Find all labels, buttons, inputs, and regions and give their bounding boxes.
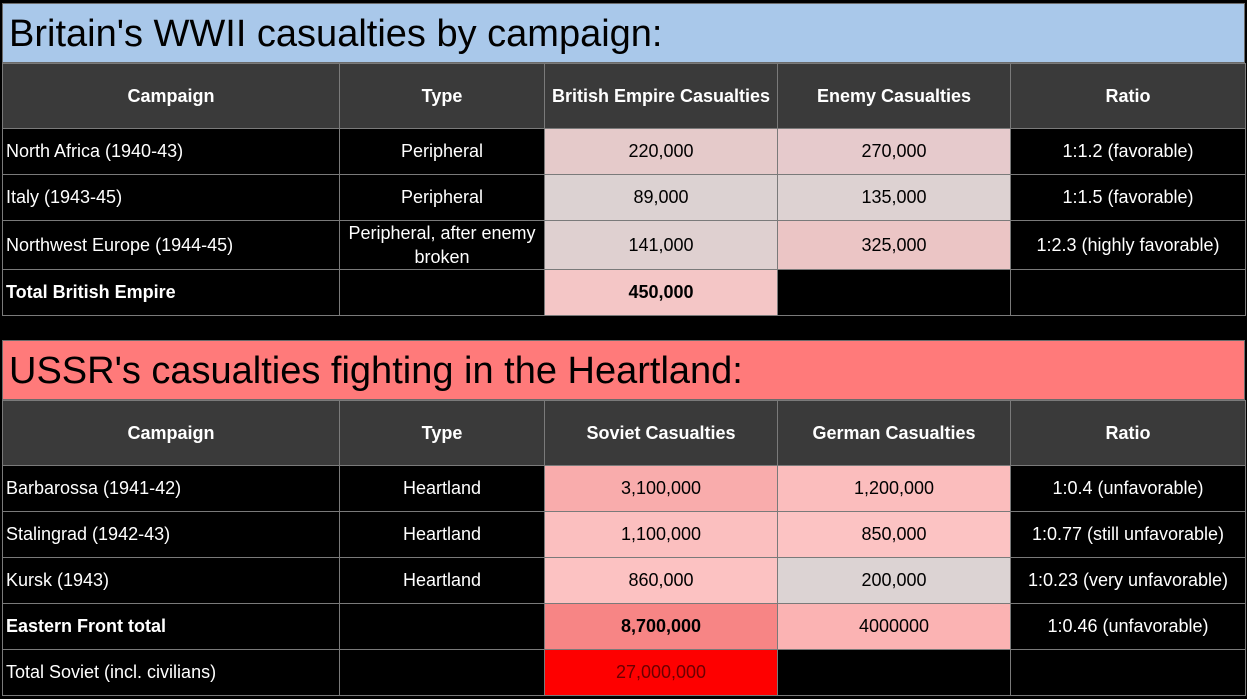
total-enemy-casualties: 4000000: [777, 603, 1011, 650]
total-own-casualties: 8,700,000: [544, 603, 778, 650]
type-cell: Peripheral: [339, 174, 545, 221]
table-row: Italy (1943-45) Peripheral 89,000 135,00…: [2, 174, 1246, 221]
enemy-casualties-cell: 850,000: [777, 511, 1011, 558]
type-cell: Heartland: [339, 511, 545, 558]
ratio-cell: 1:2.3 (highly favorable): [1010, 220, 1246, 270]
britain-table: Campaign Type British Empire Casualties …: [2, 63, 1246, 316]
type-cell: Heartland: [339, 557, 545, 604]
header-campaign: Campaign: [2, 63, 340, 129]
ussr-header-row: Campaign Type Soviet Casualties German C…: [2, 400, 1246, 466]
type-cell: Peripheral: [339, 128, 545, 175]
type-cell: Peripheral, after enemy broken: [339, 220, 545, 270]
empty-cell: [1010, 649, 1246, 696]
total-row: Eastern Front total 8,700,000 4000000 1:…: [2, 603, 1246, 650]
grand-total-label: Total Soviet (incl. civilians): [2, 649, 340, 696]
enemy-casualties-cell: 270,000: [777, 128, 1011, 175]
table-row: Stalingrad (1942-43) Heartland 1,100,000…: [2, 511, 1246, 558]
own-casualties-cell: 141,000: [544, 220, 778, 270]
ussr-title: USSR's casualties fighting in the Heartl…: [2, 340, 1245, 400]
total-row: Total British Empire 450,000: [2, 269, 1246, 316]
empty-cell: [339, 649, 545, 696]
enemy-casualties-cell: 1,200,000: [777, 465, 1011, 512]
empty-cell: [1010, 269, 1246, 316]
campaign-cell: Barbarossa (1941-42): [2, 465, 340, 512]
own-casualties-cell: 89,000: [544, 174, 778, 221]
campaign-cell: North Africa (1940-43): [2, 128, 340, 175]
campaign-cell: Northwest Europe (1944-45): [2, 220, 340, 270]
header-type: Type: [339, 63, 545, 129]
header-ratio: Ratio: [1010, 63, 1246, 129]
ussr-section: USSR's casualties fighting in the Heartl…: [2, 340, 1246, 696]
table-row: Kursk (1943) Heartland 860,000 200,000 1…: [2, 557, 1246, 604]
header-type: Type: [339, 400, 545, 466]
britain-header-row: Campaign Type British Empire Casualties …: [2, 63, 1246, 129]
ratio-cell: 1:0.23 (very unfavorable): [1010, 557, 1246, 604]
type-cell: Heartland: [339, 465, 545, 512]
ratio-cell: 1:0.77 (still unfavorable): [1010, 511, 1246, 558]
grand-total-own-casualties: 27,000,000: [544, 649, 778, 696]
ratio-cell: 1:0.46 (unfavorable): [1010, 603, 1246, 650]
ratio-cell: 1:0.4 (unfavorable): [1010, 465, 1246, 512]
empty-cell: [339, 603, 545, 650]
own-casualties-cell: 220,000: [544, 128, 778, 175]
header-ratio: Ratio: [1010, 400, 1246, 466]
header-enemy-casualties: German Casualties: [777, 400, 1011, 466]
empty-cell: [777, 649, 1011, 696]
britain-section: Britain's WWII casualties by campaign: C…: [2, 3, 1246, 316]
empty-cell: [339, 269, 545, 316]
empty-cell: [777, 269, 1011, 316]
enemy-casualties-cell: 135,000: [777, 174, 1011, 221]
table-row: Northwest Europe (1944-45) Peripheral, a…: [2, 220, 1246, 270]
ratio-cell: 1:1.2 (favorable): [1010, 128, 1246, 175]
own-casualties-cell: 1,100,000: [544, 511, 778, 558]
total-label: Eastern Front total: [2, 603, 340, 650]
own-casualties-cell: 860,000: [544, 557, 778, 604]
table-row: North Africa (1940-43) Peripheral 220,00…: [2, 128, 1246, 175]
enemy-casualties-cell: 200,000: [777, 557, 1011, 604]
grand-total-row: Total Soviet (incl. civilians) 27,000,00…: [2, 649, 1246, 696]
own-casualties-cell: 3,100,000: [544, 465, 778, 512]
ratio-cell: 1:1.5 (favorable): [1010, 174, 1246, 221]
britain-title: Britain's WWII casualties by campaign:: [2, 3, 1245, 63]
total-own-casualties: 450,000: [544, 269, 778, 316]
ussr-table: Campaign Type Soviet Casualties German C…: [2, 400, 1246, 696]
table-row: Barbarossa (1941-42) Heartland 3,100,000…: [2, 465, 1246, 512]
total-label: Total British Empire: [2, 269, 340, 316]
header-own-casualties: Soviet Casualties: [544, 400, 778, 466]
header-campaign: Campaign: [2, 400, 340, 466]
header-own-casualties: British Empire Casualties: [544, 63, 778, 129]
header-enemy-casualties: Enemy Casualties: [777, 63, 1011, 129]
campaign-cell: Kursk (1943): [2, 557, 340, 604]
campaign-cell: Stalingrad (1942-43): [2, 511, 340, 558]
enemy-casualties-cell: 325,000: [777, 220, 1011, 270]
campaign-cell: Italy (1943-45): [2, 174, 340, 221]
